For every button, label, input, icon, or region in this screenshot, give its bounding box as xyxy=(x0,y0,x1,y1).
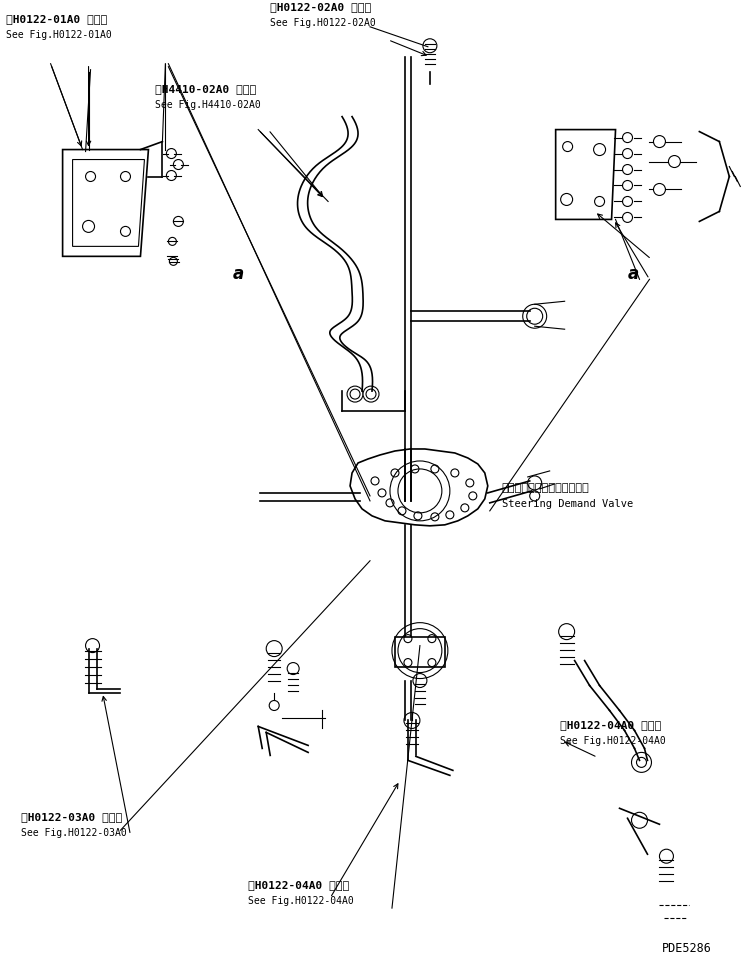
Circle shape xyxy=(392,623,448,678)
Text: PDE5286: PDE5286 xyxy=(661,942,711,955)
Text: See Fig.H0122-03A0: See Fig.H0122-03A0 xyxy=(20,828,127,838)
Text: 第H0122-03A0 図参照: 第H0122-03A0 図参照 xyxy=(20,812,122,823)
Text: ステアリングデマンドバルブ: ステアリングデマンドバルブ xyxy=(501,482,590,493)
Text: See Fig.H0122-01A0: See Fig.H0122-01A0 xyxy=(6,30,112,39)
Text: a: a xyxy=(232,265,244,283)
Polygon shape xyxy=(556,130,615,219)
Circle shape xyxy=(347,386,363,402)
Circle shape xyxy=(523,305,547,329)
Text: 第H4410-02A0 図参照: 第H4410-02A0 図参照 xyxy=(155,84,256,93)
Circle shape xyxy=(363,386,379,402)
Text: 第H0122-02A0 図参照: 第H0122-02A0 図参照 xyxy=(270,2,372,12)
Text: See Fig.H4410-02A0: See Fig.H4410-02A0 xyxy=(155,100,261,110)
Text: See Fig.H0122-04A0: See Fig.H0122-04A0 xyxy=(248,896,354,906)
Text: See Fig.H0122-02A0: See Fig.H0122-02A0 xyxy=(270,18,376,28)
Polygon shape xyxy=(63,150,149,257)
Text: 第H0122-04A0 図参照: 第H0122-04A0 図参照 xyxy=(248,880,350,890)
Text: See Fig.H0122-04A0: See Fig.H0122-04A0 xyxy=(559,736,665,747)
Text: 第H0122-01A0 図参照: 第H0122-01A0 図参照 xyxy=(6,13,107,24)
Bar xyxy=(395,636,445,667)
Text: 第H0122-04A0 図参照: 第H0122-04A0 図参照 xyxy=(559,721,661,730)
Text: a: a xyxy=(627,265,639,283)
Text: Steering Demand Valve: Steering Demand Valve xyxy=(501,499,633,509)
